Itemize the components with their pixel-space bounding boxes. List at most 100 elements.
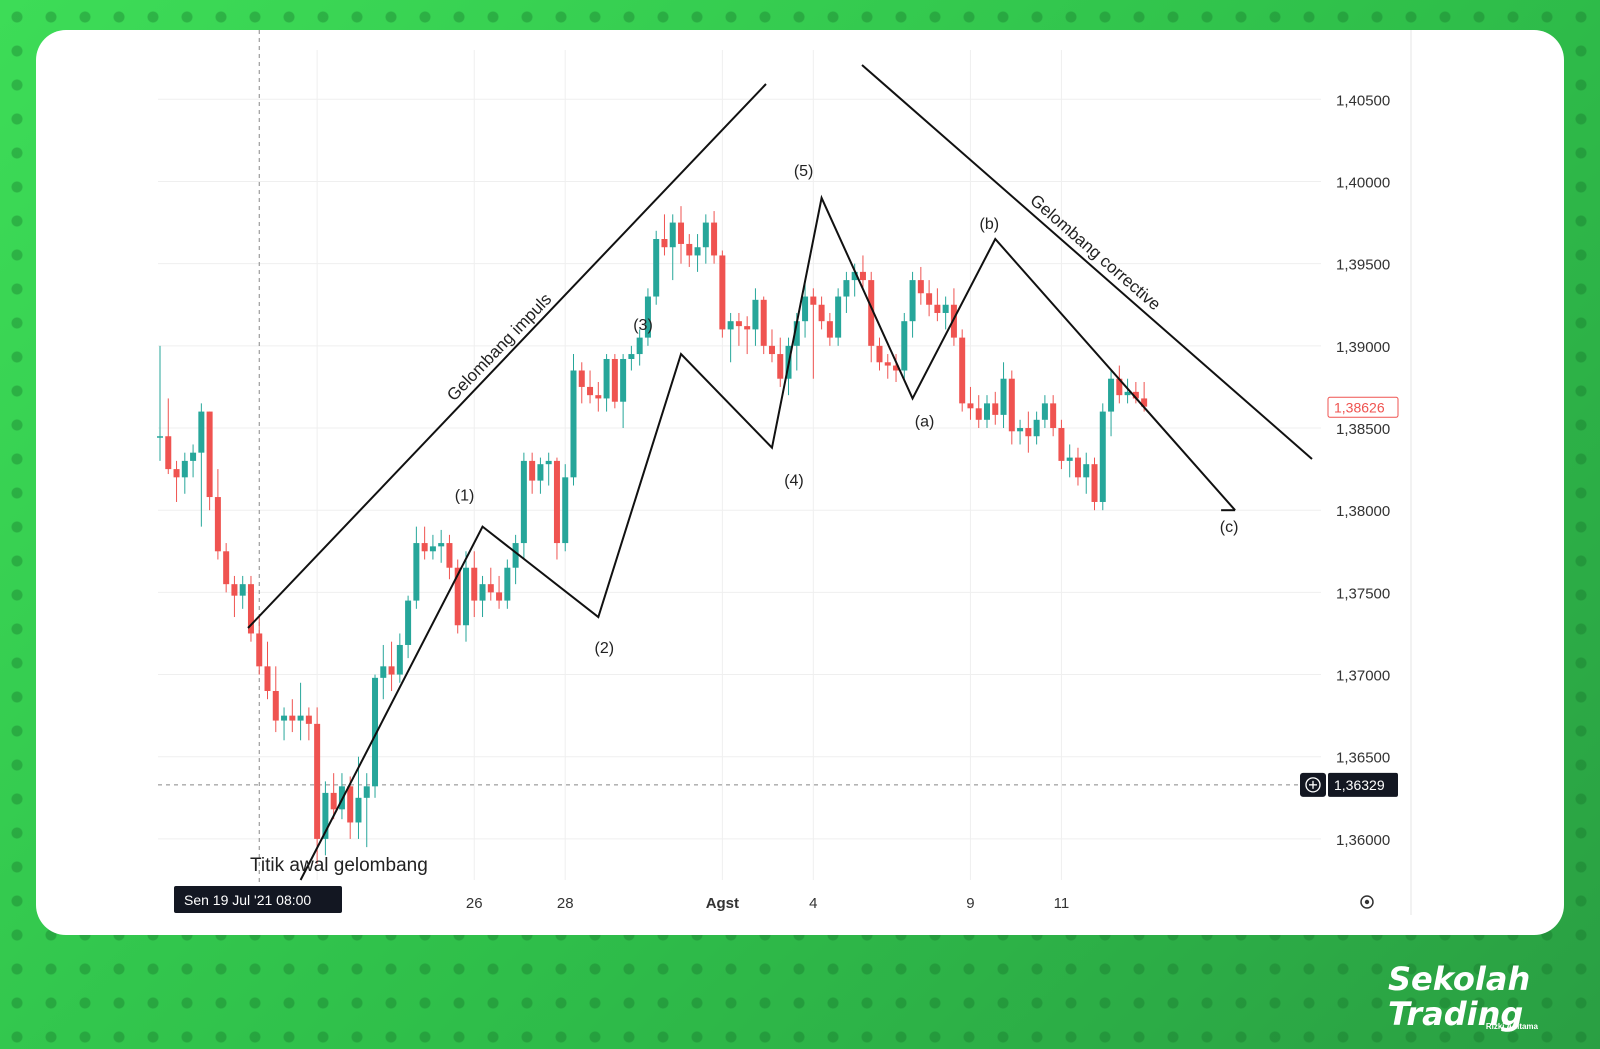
candle-body[interactable] bbox=[917, 280, 924, 294]
candle-body[interactable] bbox=[636, 337, 643, 355]
candle-body[interactable] bbox=[479, 584, 486, 601]
candle-body[interactable] bbox=[247, 584, 254, 634]
candle-body[interactable] bbox=[1017, 428, 1024, 432]
candle-body[interactable] bbox=[487, 584, 494, 593]
candle-body[interactable] bbox=[537, 464, 544, 481]
candle-body[interactable] bbox=[1050, 403, 1057, 429]
candle-body[interactable] bbox=[570, 370, 577, 478]
candle-body[interactable] bbox=[1099, 411, 1106, 502]
candle-body[interactable] bbox=[520, 460, 527, 544]
candle-body[interactable] bbox=[190, 452, 197, 461]
candle-body[interactable] bbox=[157, 436, 163, 438]
candle-body[interactable] bbox=[793, 321, 800, 346]
candle-body[interactable] bbox=[1025, 428, 1032, 437]
candle-body[interactable] bbox=[768, 345, 775, 355]
candle-body[interactable] bbox=[835, 296, 842, 338]
candle-body[interactable] bbox=[843, 280, 850, 297]
candle-body[interactable] bbox=[454, 567, 461, 626]
candle-body[interactable] bbox=[959, 337, 966, 404]
candle-body[interactable] bbox=[206, 411, 213, 498]
candle-body[interactable] bbox=[562, 477, 569, 544]
candle-body[interactable] bbox=[347, 786, 354, 823]
candle-body[interactable] bbox=[760, 299, 767, 346]
candle-body[interactable] bbox=[678, 222, 685, 244]
candle-body[interactable] bbox=[545, 460, 552, 465]
candle-body[interactable] bbox=[942, 304, 949, 313]
candle-body[interactable] bbox=[884, 362, 891, 366]
candle-body[interactable] bbox=[363, 786, 370, 798]
candle-body[interactable] bbox=[975, 408, 982, 420]
candlestick-chart[interactable]: 1,40500 1,40000 1,39500 1,39000 1,38500 1,380… bbox=[36, 30, 1564, 935]
candle-body[interactable] bbox=[413, 543, 420, 601]
candle-body[interactable] bbox=[1041, 403, 1048, 420]
candle-body[interactable] bbox=[405, 600, 412, 645]
candle-body[interactable] bbox=[438, 543, 445, 547]
candle-body[interactable] bbox=[372, 677, 379, 787]
candle-body[interactable] bbox=[462, 567, 469, 626]
candle-body[interactable] bbox=[669, 222, 676, 248]
candle-body[interactable] bbox=[1091, 464, 1098, 502]
candle-body[interactable] bbox=[330, 792, 337, 810]
candle-body[interactable] bbox=[231, 584, 238, 596]
candle-body[interactable] bbox=[322, 792, 329, 839]
candle-body[interactable] bbox=[181, 460, 188, 478]
candle-body[interactable] bbox=[950, 304, 957, 338]
candle-body[interactable] bbox=[859, 271, 866, 281]
candle-body[interactable] bbox=[603, 358, 610, 399]
settings-gear-icon[interactable] bbox=[1360, 895, 1374, 909]
candle-body[interactable] bbox=[471, 567, 478, 601]
candle-body[interactable] bbox=[1124, 391, 1131, 396]
candle-body[interactable] bbox=[223, 551, 230, 585]
candle-body[interactable] bbox=[719, 255, 726, 330]
candle-body[interactable] bbox=[504, 567, 511, 601]
candle-body[interactable] bbox=[1058, 428, 1065, 461]
candle-body[interactable] bbox=[967, 403, 974, 409]
candle-body[interactable] bbox=[1008, 378, 1015, 432]
candle-body[interactable] bbox=[264, 666, 271, 691]
candle-body[interactable] bbox=[198, 411, 205, 453]
candle-body[interactable] bbox=[653, 239, 660, 297]
candle-body[interactable] bbox=[611, 358, 618, 402]
candle-body[interactable] bbox=[281, 715, 288, 721]
candle-body[interactable] bbox=[165, 436, 172, 470]
candle-body[interactable] bbox=[297, 715, 304, 721]
candle-body[interactable] bbox=[694, 247, 701, 256]
candle-body[interactable] bbox=[595, 395, 602, 399]
candle-body[interactable] bbox=[512, 543, 519, 568]
candle-body[interactable] bbox=[256, 633, 263, 667]
plus-icon[interactable] bbox=[1305, 777, 1321, 793]
candle-body[interactable] bbox=[628, 354, 635, 359]
candle-body[interactable] bbox=[305, 715, 312, 724]
candle-body[interactable] bbox=[893, 365, 900, 371]
candle-body[interactable] bbox=[578, 370, 585, 387]
candle-body[interactable] bbox=[868, 280, 875, 346]
candle-body[interactable] bbox=[314, 723, 321, 839]
candle-body[interactable] bbox=[239, 584, 246, 596]
candle-body[interactable] bbox=[851, 271, 858, 281]
candle-body[interactable] bbox=[686, 243, 693, 256]
candle-body[interactable] bbox=[711, 222, 718, 256]
candle-body[interactable] bbox=[1066, 457, 1073, 461]
candle-body[interactable] bbox=[289, 715, 296, 721]
candle-body[interactable] bbox=[984, 403, 990, 420]
candle-body[interactable] bbox=[727, 321, 734, 330]
candle-body[interactable] bbox=[644, 296, 651, 338]
candle-body[interactable] bbox=[1141, 398, 1148, 407]
candle-body[interactable] bbox=[355, 797, 362, 823]
candle-body[interactable] bbox=[429, 546, 436, 552]
candle-body[interactable] bbox=[1000, 378, 1007, 415]
candle-body[interactable] bbox=[173, 469, 180, 478]
candle-body[interactable] bbox=[272, 690, 279, 721]
candle-body[interactable] bbox=[1033, 419, 1040, 437]
candle-body[interactable] bbox=[926, 293, 933, 305]
candle-body[interactable] bbox=[553, 460, 560, 544]
candle-body[interactable] bbox=[909, 280, 916, 322]
candle-body[interactable] bbox=[529, 460, 536, 481]
candle-body[interactable] bbox=[1074, 457, 1081, 478]
candle-body[interactable] bbox=[826, 321, 833, 338]
candle-body[interactable] bbox=[1083, 464, 1090, 478]
candle-body[interactable] bbox=[388, 666, 395, 675]
impulse-trend-line[interactable] bbox=[247, 83, 767, 629]
candle-body[interactable] bbox=[380, 666, 387, 678]
candle-body[interactable] bbox=[992, 403, 999, 415]
